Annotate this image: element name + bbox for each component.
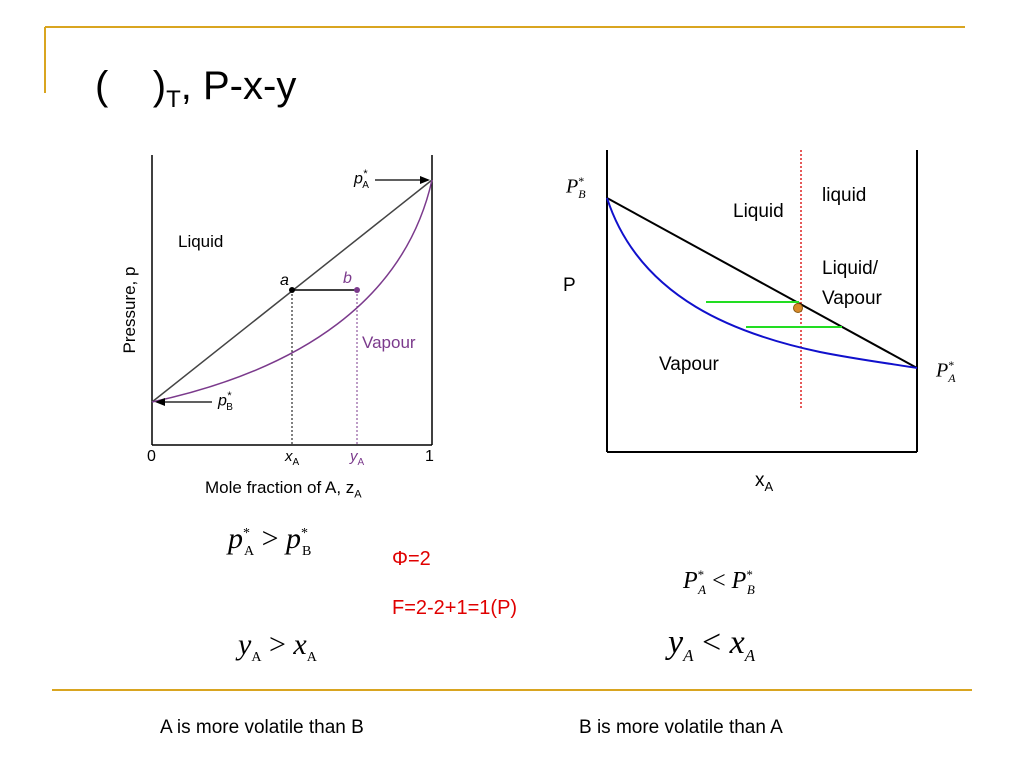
right-region-liquid: Liquid (733, 201, 784, 222)
point-b-label: b (343, 270, 352, 287)
left-vapour-curve (151, 179, 433, 403)
right-state-point (793, 303, 803, 313)
left-tick-zero: 0 (147, 448, 156, 465)
left-region-liquid: Liquid (178, 232, 224, 251)
right-liquid-line (606, 197, 918, 369)
left-pa-label: p*A (354, 168, 369, 191)
left-x-axis-label: Mole fraction of A, zA (205, 478, 362, 501)
right-region-mixed-line2: Vapour (822, 288, 882, 309)
left-pb-label: p*B (218, 390, 233, 413)
left-tick-one: 1 (425, 448, 434, 465)
right-y-axis-label: P (563, 275, 576, 296)
right-region-liquid-small: liquid (822, 185, 867, 206)
pb-arrowhead (155, 398, 165, 406)
right-pa-label: P*A (936, 358, 956, 385)
left-region-vapour: Vapour (362, 333, 416, 352)
right-vapour-curve (606, 197, 918, 369)
right-region-mixed-line1: Liquid/ (822, 258, 878, 279)
right-composition-inequality: yA < xA (668, 624, 756, 665)
page-title: ( )T, P-x-y (95, 64, 297, 113)
left-caption: A is more volatile than B (160, 717, 364, 738)
point-a-label: a (280, 272, 289, 289)
phase-count: Φ=2 (392, 548, 431, 570)
left-tick-xa: xA (285, 448, 300, 468)
degrees-of-freedom: F=2-2+1=1(P) (392, 597, 518, 619)
left-pressure-inequality: p*A > p*B (228, 522, 312, 559)
right-caption: B is more volatile than A (579, 717, 783, 738)
left-composition-inequality: yA > xA (238, 628, 317, 665)
left-tick-ya: yA (350, 448, 365, 468)
pa-arrowhead (420, 176, 430, 184)
right-pressure-inequality: P*A < P*B (683, 567, 755, 597)
right-region-vapour: Vapour (659, 354, 719, 375)
right-pb-label: P*B (566, 174, 586, 201)
right-x-axis-label: xA (755, 470, 774, 494)
